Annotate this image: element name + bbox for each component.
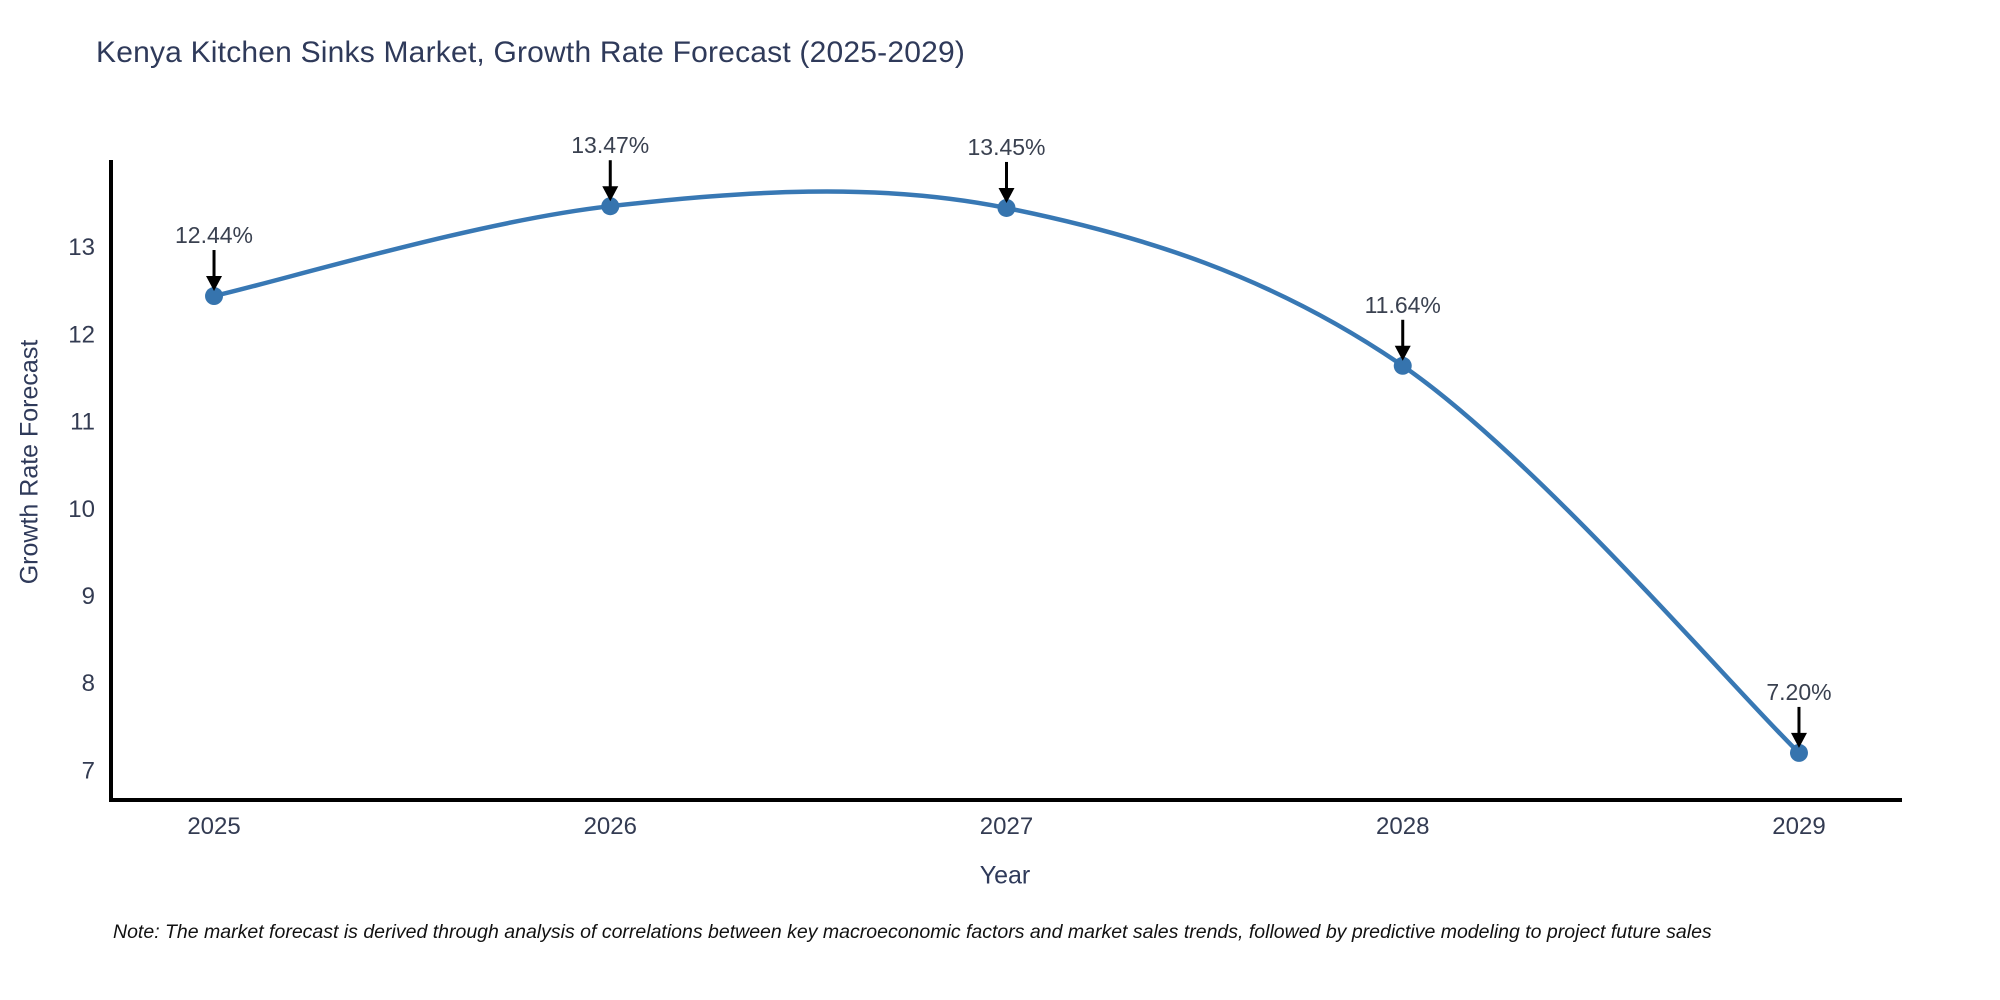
y-tick-label: 7: [82, 757, 95, 784]
data-point-label: 7.20%: [1766, 679, 1831, 705]
annotation-arrow-head: [1394, 345, 1411, 361]
y-tick-label: 8: [82, 670, 95, 697]
x-tick-label: 2026: [584, 813, 637, 840]
data-point-marker: [1789, 743, 1808, 762]
data-point-label: 13.45%: [967, 134, 1045, 160]
data-point-label: 11.64%: [1365, 292, 1441, 318]
x-tick-label: 2028: [1376, 813, 1429, 840]
data-point-marker: [601, 197, 620, 216]
annotation-arrow-head: [206, 276, 223, 292]
annotation-arrow-head: [1790, 732, 1807, 748]
data-point-label: 12.44%: [175, 222, 253, 248]
footnote: Note: The market forecast is derived thr…: [113, 921, 1712, 943]
y-tick-label: 9: [82, 583, 95, 610]
annotation-arrow-head: [998, 187, 1015, 203]
x-axis-title: Year: [979, 861, 1031, 890]
y-tick-label: 10: [68, 496, 95, 523]
data-point-marker: [997, 198, 1016, 217]
y-tick-label: 13: [68, 234, 95, 261]
y-tick-label: 11: [70, 409, 95, 436]
chart-title: Kenya Kitchen Sinks Market, Growth Rate …: [96, 36, 966, 69]
annotation-arrow-head: [602, 186, 619, 202]
data-point-marker: [205, 287, 224, 306]
data-point-marker: [1393, 356, 1412, 375]
y-tick-label: 12: [68, 321, 95, 348]
x-tick-label: 2029: [1772, 813, 1825, 840]
data-point-label: 13.47%: [571, 132, 649, 158]
x-tick-label: 2025: [187, 813, 240, 840]
forecast-line: [211, 189, 1802, 756]
x-tick-label: 2027: [980, 813, 1033, 840]
